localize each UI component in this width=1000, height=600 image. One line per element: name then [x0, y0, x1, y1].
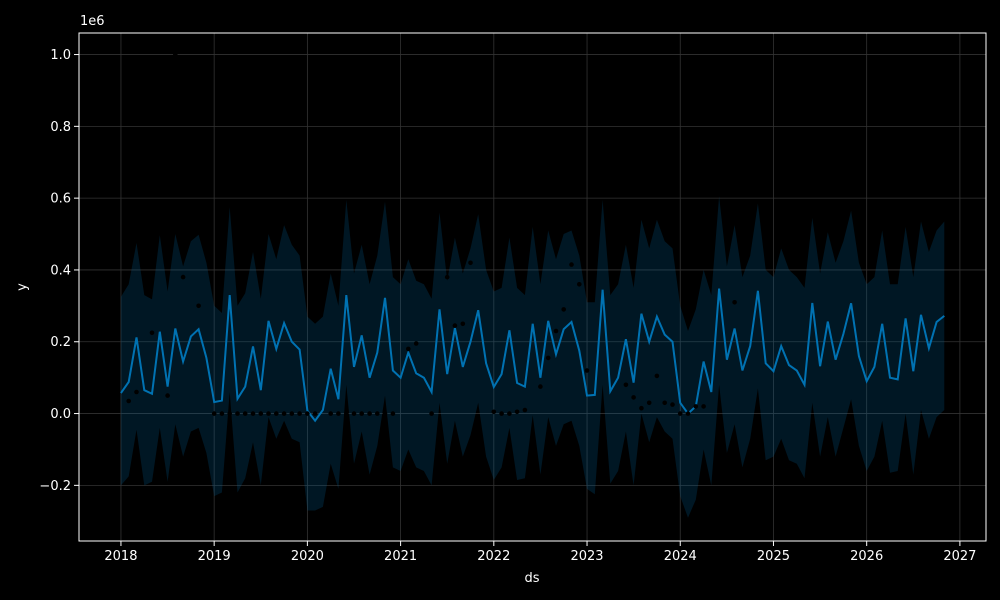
- x-tick-label: 2021: [384, 549, 417, 564]
- observed-point: [196, 303, 201, 309]
- x-tick-label: 2026: [850, 549, 883, 564]
- grid: [79, 33, 986, 541]
- observed-point: [646, 400, 652, 406]
- plot-frame: [78, 32, 987, 542]
- observed-point: [444, 274, 450, 280]
- observed-point: [165, 393, 170, 398]
- observed-point: [312, 411, 318, 416]
- observed-point: [351, 411, 357, 416]
- observed-point: [328, 411, 334, 416]
- observed-point: [289, 411, 295, 416]
- observed-point: [375, 411, 380, 416]
- observed-point: [305, 411, 310, 416]
- y-tick-label: 0.4: [50, 263, 71, 278]
- observed-point: [211, 411, 217, 416]
- observed-point: [584, 368, 590, 373]
- observed-point: [545, 355, 551, 361]
- observed-point: [452, 323, 458, 328]
- y-axis-label: y: [15, 283, 30, 291]
- x-axis-label: ds: [524, 571, 539, 586]
- observed-point: [126, 398, 131, 404]
- observed-point: [250, 411, 256, 416]
- observed-point: [460, 321, 466, 327]
- observed-point: [701, 404, 706, 409]
- observed-point: [382, 411, 388, 416]
- x-tick-label: 2019: [198, 549, 231, 564]
- observed-point: [266, 411, 271, 416]
- observed-point: [134, 389, 139, 395]
- observed-point: [677, 411, 683, 416]
- observed-point: [514, 409, 520, 415]
- observed-point: [281, 411, 287, 416]
- observed-point: [297, 411, 302, 416]
- y-tick-label: −0.2: [39, 479, 71, 494]
- observed-point: [413, 341, 419, 346]
- x-tick-label: 2025: [757, 549, 790, 564]
- observed-point: [359, 411, 365, 416]
- y-tick-label: 0.6: [50, 192, 71, 207]
- observed-point: [274, 411, 279, 416]
- x-tick-label: 2023: [570, 549, 603, 564]
- observed-point: [522, 407, 528, 413]
- x-tick-label: 2018: [104, 549, 137, 564]
- observed-point: [569, 262, 574, 267]
- observed-point: [149, 330, 155, 336]
- observed-point: [429, 411, 434, 416]
- x-tick-label: 2024: [664, 549, 697, 564]
- uncertainty-band-layer: [120, 196, 945, 518]
- observed-point: [662, 400, 667, 406]
- observed-points-layer: [126, 52, 737, 416]
- y-axis-ticks: −0.2 0.0 0.2 0.4 0.6 0.8 1.0: [39, 48, 79, 494]
- uncertainty-band: [120, 196, 945, 518]
- observed-point: [693, 404, 699, 409]
- y-offset-label: 1e6: [80, 14, 105, 29]
- x-tick-label: 2027: [943, 549, 976, 564]
- observed-point: [242, 411, 248, 416]
- observed-point: [561, 307, 566, 312]
- y-tick-label: 0.0: [50, 407, 71, 422]
- y-tick-label: 0.2: [50, 335, 71, 350]
- x-axis-ticks: 2018 2019 2020 2021 2022 2023 2024 2025 2026 2027: [104, 541, 976, 564]
- observed-point: [732, 300, 737, 305]
- observed-point: [367, 411, 372, 416]
- observed-point: [553, 328, 559, 334]
- observed-point: [258, 411, 264, 416]
- observed-point: [173, 52, 178, 57]
- observed-point: [631, 395, 636, 400]
- observed-point: [685, 411, 691, 416]
- observed-point: [227, 411, 232, 416]
- observed-point: [219, 411, 225, 416]
- observed-point: [235, 411, 240, 416]
- forecast-line: [120, 288, 945, 423]
- observed-point: [670, 402, 675, 407]
- observed-point: [336, 411, 341, 416]
- observed-point: [406, 346, 411, 352]
- observed-point: [639, 405, 644, 411]
- observed-point: [491, 409, 497, 415]
- y-tick-label: 1.0: [50, 48, 71, 63]
- forecast-line-layer: [120, 288, 945, 423]
- observed-point: [344, 411, 349, 416]
- y-tick-label: 0.8: [50, 120, 71, 135]
- x-tick-label: 2022: [477, 549, 510, 564]
- observed-point: [623, 382, 629, 388]
- observed-point: [507, 411, 512, 416]
- observed-point: [180, 274, 186, 280]
- x-tick-label: 2020: [291, 549, 324, 564]
- observed-point: [654, 373, 660, 379]
- observed-point: [390, 411, 396, 416]
- observed-point: [538, 384, 543, 389]
- observed-point: [499, 411, 504, 416]
- observed-point: [468, 260, 473, 266]
- observed-point: [577, 282, 582, 287]
